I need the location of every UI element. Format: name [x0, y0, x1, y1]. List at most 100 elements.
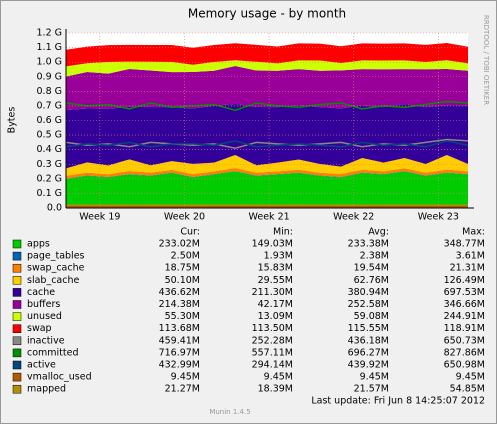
legend-value: 113.68M — [159, 323, 200, 334]
legend-swatch — [12, 312, 22, 321]
legend-label: swap_cache — [27, 263, 85, 274]
legend-value: 459.41M — [159, 335, 200, 346]
legend-header: Avg: — [368, 227, 389, 238]
stacked-area — [66, 168, 468, 179]
legend-label: inactive — [27, 335, 65, 346]
legend-value: 50.10M — [165, 275, 200, 286]
legend-value: 9.45M — [264, 372, 293, 383]
legend-header: Cur: — [180, 227, 200, 238]
legend-value: 149.03M — [252, 239, 293, 250]
legend-value: 214.38M — [159, 299, 200, 310]
stacked-area — [66, 60, 468, 77]
x-tick-label: Week 19 — [79, 212, 120, 223]
legend-label: cache — [27, 287, 55, 298]
legend-value: 59.08M — [354, 311, 389, 322]
legend-value: 2.50M — [171, 251, 200, 262]
version: Munin 1.4.5 — [209, 408, 250, 416]
legend-value: 346.66M — [444, 299, 485, 310]
legend-swatch — [12, 251, 22, 261]
y-tick-label: 0.6 G — [37, 115, 63, 126]
y-axis-label: Bytes — [7, 107, 18, 134]
legend-value: 244.91M — [444, 311, 485, 322]
legend-label: mapped — [27, 384, 66, 395]
chart-title: Memory usage - by month — [188, 7, 346, 21]
legend-swatch — [12, 288, 22, 297]
legend-label: unused — [27, 311, 62, 322]
y-tick-label: 1.2 G — [37, 28, 63, 39]
legend-value: 696.27M — [348, 347, 389, 358]
legend-value: 348.77M — [444, 239, 485, 250]
legend-value: 21.27M — [165, 384, 200, 395]
y-tick-label: 0.0 — [47, 203, 62, 214]
side-text: RRDTOOL / TOBI OETIKER — [482, 15, 490, 105]
legend-swatch — [12, 360, 22, 370]
stacked-area — [66, 171, 468, 179]
y-tick-label: 0.8 G — [37, 86, 63, 97]
legend-value: 233.02M — [159, 239, 200, 250]
legend-value: 62.76M — [354, 275, 389, 286]
legend-value: 252.28M — [252, 335, 293, 346]
legend-swatch — [12, 348, 22, 358]
series-line — [65, 140, 469, 148]
legend-value: 294.14M — [252, 360, 293, 371]
series-line — [65, 100, 469, 112]
legend-value: 650.73M — [444, 335, 485, 346]
stacked-area — [66, 42, 468, 67]
legend-swatch — [12, 300, 22, 309]
legend-value: 21.31M — [450, 263, 485, 274]
legend-swatch — [12, 276, 22, 285]
legend-label: swap — [27, 323, 52, 334]
legend-value: 716.97M — [159, 347, 200, 358]
y-tick-label: 0.5 G — [37, 130, 63, 141]
legend-value: 3.61M — [456, 251, 485, 262]
legend-value: 42.17M — [258, 299, 293, 310]
legend-label: active — [27, 360, 56, 371]
legend-label: buffers — [27, 299, 60, 310]
y-tick-label: 1.1 G — [37, 42, 63, 53]
legend-value: 432.99M — [159, 360, 200, 371]
x-tick-label: Week 22 — [333, 212, 374, 223]
y-tick-label: 0.1 G — [37, 188, 63, 199]
legend-value: 252.58M — [348, 299, 389, 310]
legend-value: 380.94M — [348, 287, 389, 298]
x-tick-label: Week 21 — [249, 212, 290, 223]
legend-label: slab_cache — [27, 275, 79, 286]
legend-value: 436.62M — [159, 287, 200, 298]
legend-value: 18.39M — [258, 384, 293, 395]
legend-value: 9.45M — [360, 372, 389, 383]
legend-value: 13.09M — [258, 311, 293, 322]
legend-value: 126.49M — [444, 275, 485, 286]
legend-swatch — [12, 239, 22, 249]
legend-value: 1.93M — [264, 251, 293, 262]
legend-value: 19.54M — [354, 263, 389, 274]
y-tick-label: 0.4 G — [37, 144, 63, 155]
legend-value: 15.83M — [258, 263, 293, 274]
series-line — [65, 138, 469, 149]
y-tick-label: 0.3 G — [37, 159, 63, 170]
legend-value: 439.92M — [348, 360, 389, 371]
legend-value: 697.53M — [444, 287, 485, 298]
y-tick-label: 0.2 G — [37, 173, 63, 184]
stacked-area — [66, 103, 468, 169]
legend-value: 2.38M — [360, 251, 389, 262]
legend-swatch — [12, 372, 22, 382]
legend-value: 55.30M — [165, 311, 200, 322]
legend-header: Max: — [462, 227, 485, 238]
legend-swatch — [12, 384, 22, 394]
y-tick-label: 1.0 G — [37, 57, 63, 68]
legend-header: Min: — [273, 227, 293, 238]
legend-label: vmalloc_used — [27, 372, 92, 383]
stacked-area — [66, 66, 468, 111]
stacked-area — [66, 171, 468, 208]
legend-value: 113.50M — [252, 323, 293, 334]
legend-value: 650.98M — [444, 360, 485, 371]
stacked-area — [66, 154, 468, 176]
last-update: Last update: Fri Jun 8 14:25:07 2012 — [311, 396, 485, 407]
legend-swatch — [12, 324, 22, 333]
legend-value: 29.55M — [258, 275, 293, 286]
legend-swatch — [12, 263, 22, 273]
legend-value: 18.75M — [165, 263, 200, 274]
legend-value: 9.45M — [456, 372, 485, 383]
